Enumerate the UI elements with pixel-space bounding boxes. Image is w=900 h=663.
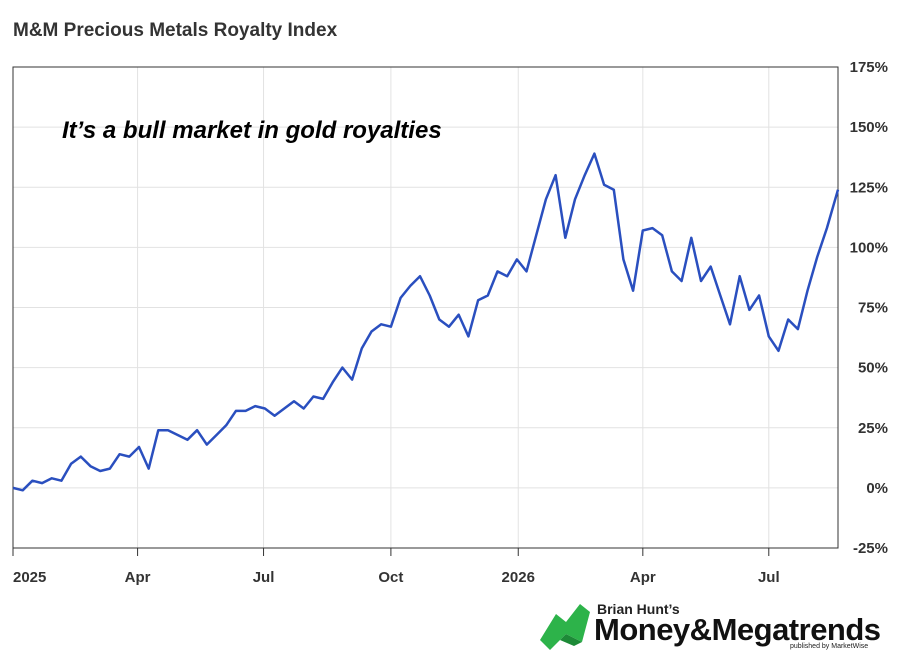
logo-arrow-icon [540, 604, 590, 650]
brand-byline: Brian Hunt’s [597, 601, 680, 617]
money-megatrends-logo [540, 604, 590, 650]
y-tick-label: 0% [866, 480, 888, 497]
brand-subline: published by MarketWise [790, 643, 869, 650]
chart-annotation: It’s a bull market in gold royalties [62, 117, 442, 144]
x-tick-label: Oct [378, 569, 403, 586]
x-tick-label: 2026 [502, 569, 535, 586]
y-tick-label: 50% [858, 360, 888, 377]
y-axis-ticks: 175% 150% 125% 100% 75% 50% 25% 0% -25% [850, 59, 888, 557]
y-tick-label: -25% [853, 540, 888, 557]
x-tick-label: 2025 [13, 569, 46, 586]
x-axis-ticks: 2025 Apr Jul Oct 2026 Apr Jul [12, 548, 780, 586]
x-tick-label: Jul [253, 569, 275, 586]
x-tick-label: Apr [125, 569, 151, 586]
y-tick-label: 150% [850, 119, 888, 136]
series-line [12, 152, 840, 492]
chart-title: M&M Precious Metals Royalty Index [13, 20, 338, 41]
y-tick-label: 25% [858, 420, 888, 437]
y-tick-label: 175% [850, 59, 888, 76]
y-tick-label: 100% [850, 239, 888, 256]
x-tick-label: Jul [758, 569, 780, 586]
y-tick-label: 75% [858, 300, 888, 317]
plot-frame [12, 66, 839, 549]
y-tick-label: 125% [850, 179, 888, 196]
brand-name: Money&Megatrends [594, 612, 881, 647]
x-tick-label: Apr [630, 569, 656, 586]
